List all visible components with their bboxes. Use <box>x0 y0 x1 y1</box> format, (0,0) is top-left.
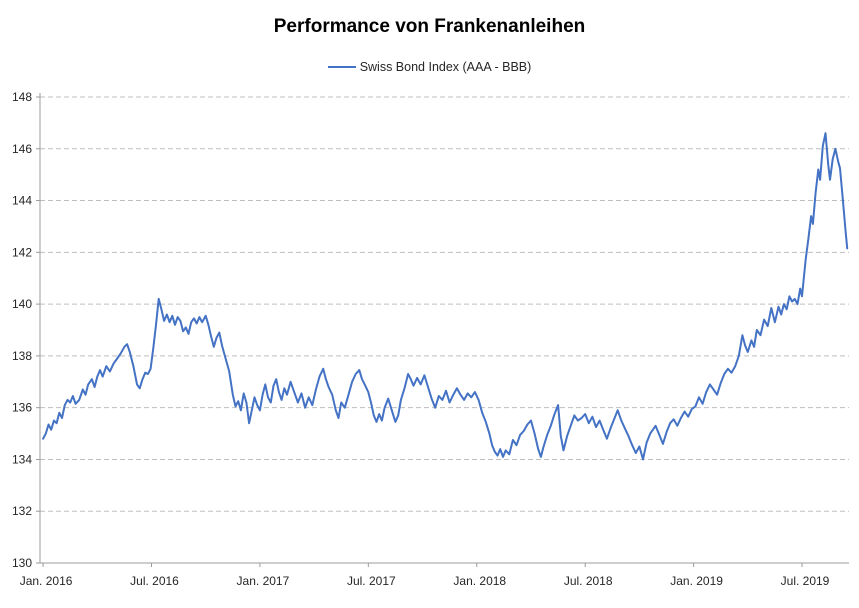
x-axis-label: Jan. 2018 <box>453 574 506 588</box>
y-axis-label: 134 <box>12 452 32 466</box>
series-line-swiss-bond-index <box>42 132 849 461</box>
y-axis-label: 146 <box>12 142 32 156</box>
chart-legend: Swiss Bond Index (AAA - BBB) <box>0 60 859 74</box>
x-axis-label: Jan. 2019 <box>670 574 723 588</box>
x-axis-label: Jul. 2018 <box>564 574 613 588</box>
y-axis-label: 138 <box>12 349 32 363</box>
y-axis-label: 130 <box>12 556 32 570</box>
x-axis-label: Jan. 2017 <box>237 574 290 588</box>
legend-series-label: Swiss Bond Index (AAA - BBB) <box>359 60 532 74</box>
y-axis-label: 148 <box>12 90 32 104</box>
x-axis-label: Jul. 2017 <box>347 574 396 588</box>
legend-line-swatch-icon <box>327 66 356 68</box>
chart-title: Performance von Frankenanleihen <box>273 16 586 37</box>
x-axis-label: Jul. 2019 <box>781 574 830 588</box>
y-axis-label: 142 <box>12 245 32 259</box>
y-axis-label: 140 <box>12 297 32 311</box>
y-axis-label: 136 <box>12 401 32 415</box>
y-axis-label: 132 <box>12 504 32 518</box>
x-axis-label: Jan. 2016 <box>20 574 73 588</box>
x-axis-label: Jul. 2016 <box>130 574 179 588</box>
y-axis-label: 144 <box>12 194 32 208</box>
